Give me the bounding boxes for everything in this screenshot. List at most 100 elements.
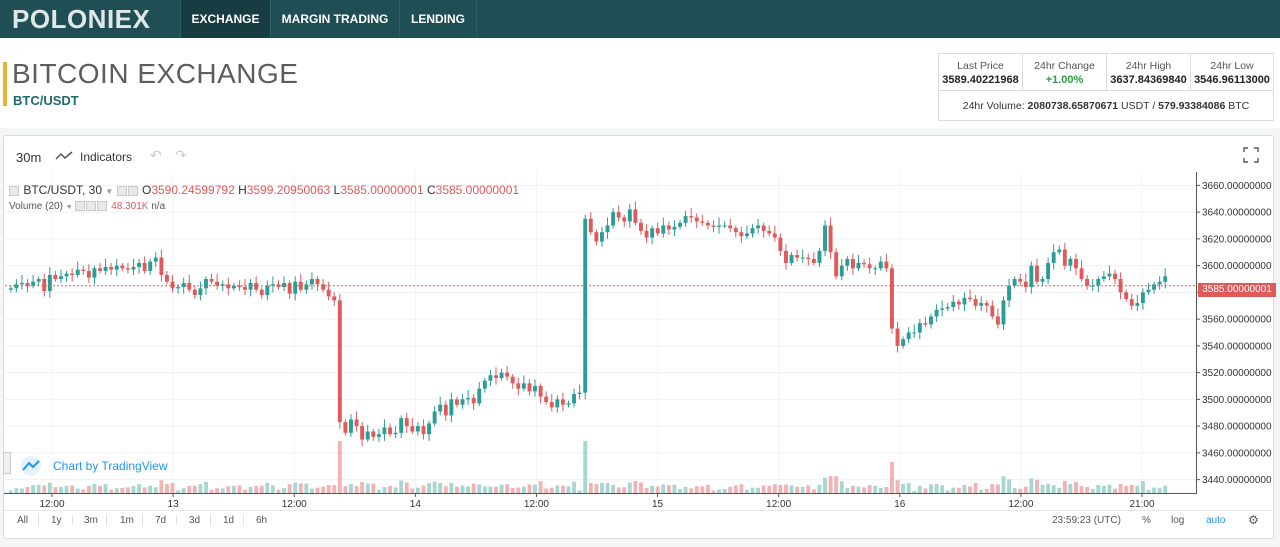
auto-scale-toggle[interactable]: auto <box>1206 515 1226 526</box>
candle-body <box>761 225 766 231</box>
candle-body <box>198 288 203 296</box>
candle-body <box>1101 276 1106 279</box>
volume-bar <box>516 487 521 493</box>
undo-icon[interactable]: ↶ <box>150 147 162 163</box>
stat-value: 3546.96113000 <box>1194 74 1270 86</box>
candle-body <box>438 404 443 412</box>
volume-bar <box>510 488 515 493</box>
volume-bar <box>1157 487 1162 493</box>
volume-bar <box>164 484 169 493</box>
range-separator <box>243 514 244 526</box>
volume-bar <box>906 483 911 493</box>
candle-body <box>990 305 995 317</box>
volume-bar <box>293 482 298 493</box>
volume-bar <box>650 485 655 493</box>
volume-close-icon[interactable] <box>97 201 108 212</box>
indicators-icon[interactable] <box>55 149 73 163</box>
volume-bar <box>678 489 682 493</box>
redo-icon[interactable]: ↷ <box>175 147 187 163</box>
range-7d[interactable]: 7d <box>155 515 167 526</box>
gear-icon[interactable]: ⚙ <box>1248 513 1259 527</box>
legend-eye-icon[interactable] <box>116 185 127 196</box>
volume-bar <box>42 485 47 493</box>
range-3d[interactable]: 3d <box>189 515 201 526</box>
stat-24hr-low: 24hr Low 3546.96113000 <box>1191 54 1273 90</box>
volume-bar <box>1046 483 1051 493</box>
volume-btc: 579.93384086 <box>1158 100 1226 112</box>
volume-bar <box>711 490 716 493</box>
stat-24hr-change: 24hr Change +1.00% <box>1023 54 1107 90</box>
candle-body <box>929 316 933 325</box>
volume-bar <box>371 483 376 493</box>
fullscreen-icon[interactable] <box>1243 147 1259 163</box>
candle-body <box>1152 284 1157 290</box>
volume-bar <box>192 485 197 493</box>
candle-body <box>945 307 950 309</box>
candle-body <box>806 257 811 259</box>
tab-lending[interactable]: LENDING <box>399 0 477 38</box>
range-all[interactable]: All <box>17 515 29 526</box>
interval-button[interactable]: 30m <box>16 150 42 165</box>
volume-dropdown-icon[interactable]: ▼ <box>65 204 73 211</box>
range-3m[interactable]: 3m <box>84 515 98 526</box>
candle-body <box>159 257 164 275</box>
volume-bar <box>349 484 353 493</box>
tradingview-watermark[interactable]: Chart by TradingView <box>53 459 168 473</box>
sidebar-toggle-handle[interactable] <box>3 452 11 474</box>
legend-dropdown-icon[interactable]: ▼ <box>105 187 114 196</box>
candle-body <box>510 376 515 384</box>
volume-bar <box>666 485 671 493</box>
candle-body <box>700 221 705 223</box>
poloniex-logo[interactable]: POLONIEX <box>12 4 151 34</box>
candle-body <box>270 284 275 286</box>
volume-bar <box>800 487 805 493</box>
volume-bar <box>929 484 933 493</box>
volume-bar <box>265 482 270 493</box>
indicators-button[interactable]: Indicators <box>80 150 133 164</box>
candle-body <box>204 279 208 289</box>
chart-grid <box>5 172 1196 493</box>
stat-label: 24hr Low <box>1210 60 1254 72</box>
volume-bar <box>482 486 487 493</box>
candle-body <box>644 230 649 238</box>
candle-body <box>683 216 688 223</box>
legend-low-label: L <box>333 183 341 197</box>
volume-settings-icon[interactable] <box>86 201 97 212</box>
volume-bar <box>1146 489 1151 493</box>
tab-margin-trading[interactable]: MARGIN TRADING <box>270 0 399 38</box>
volume-bar <box>772 484 777 493</box>
candle-body <box>343 422 348 433</box>
range-6h[interactable]: 6h <box>256 515 268 526</box>
volume-bar <box>399 480 404 493</box>
range-1d[interactable]: 1d <box>223 515 235 526</box>
volume-bar <box>248 487 253 493</box>
volume-study-name[interactable]: Volume (20) <box>9 201 63 212</box>
legend-open-label: O <box>141 183 152 197</box>
volume-bar <box>1018 488 1023 493</box>
volume-bar <box>31 485 36 493</box>
candle-body <box>744 233 749 237</box>
candle-body <box>655 228 660 234</box>
volume-eye-icon[interactable] <box>75 201 86 212</box>
range-1y[interactable]: 1y <box>51 515 62 526</box>
candle-body <box>962 297 967 305</box>
tab-exchange[interactable]: EXCHANGE <box>180 0 270 38</box>
price-tick-label: 3600.00000000 <box>1202 261 1272 272</box>
stat-value: 3637.84369840 <box>1110 74 1187 86</box>
log-scale-toggle[interactable]: log <box>1171 515 1185 526</box>
percent-scale-toggle[interactable]: % <box>1142 515 1151 526</box>
legend-settings-icon[interactable] <box>127 185 138 196</box>
volume-bar <box>125 487 130 493</box>
volume-bar <box>1007 479 1012 493</box>
utc-clock[interactable]: 23:59:23 (UTC) <box>1052 515 1121 526</box>
candle-body <box>1135 303 1140 306</box>
volume-bar <box>611 485 616 493</box>
candle-body <box>365 431 370 440</box>
legend-symbol[interactable]: BTC/USDT, 30 <box>23 183 103 197</box>
candle-body <box>209 279 214 282</box>
range-1m[interactable]: 1m <box>120 515 134 526</box>
tradingview-logo-icon[interactable] <box>18 456 44 476</box>
candle-body <box>410 426 415 432</box>
collapse-legend-icon[interactable] <box>9 185 19 196</box>
